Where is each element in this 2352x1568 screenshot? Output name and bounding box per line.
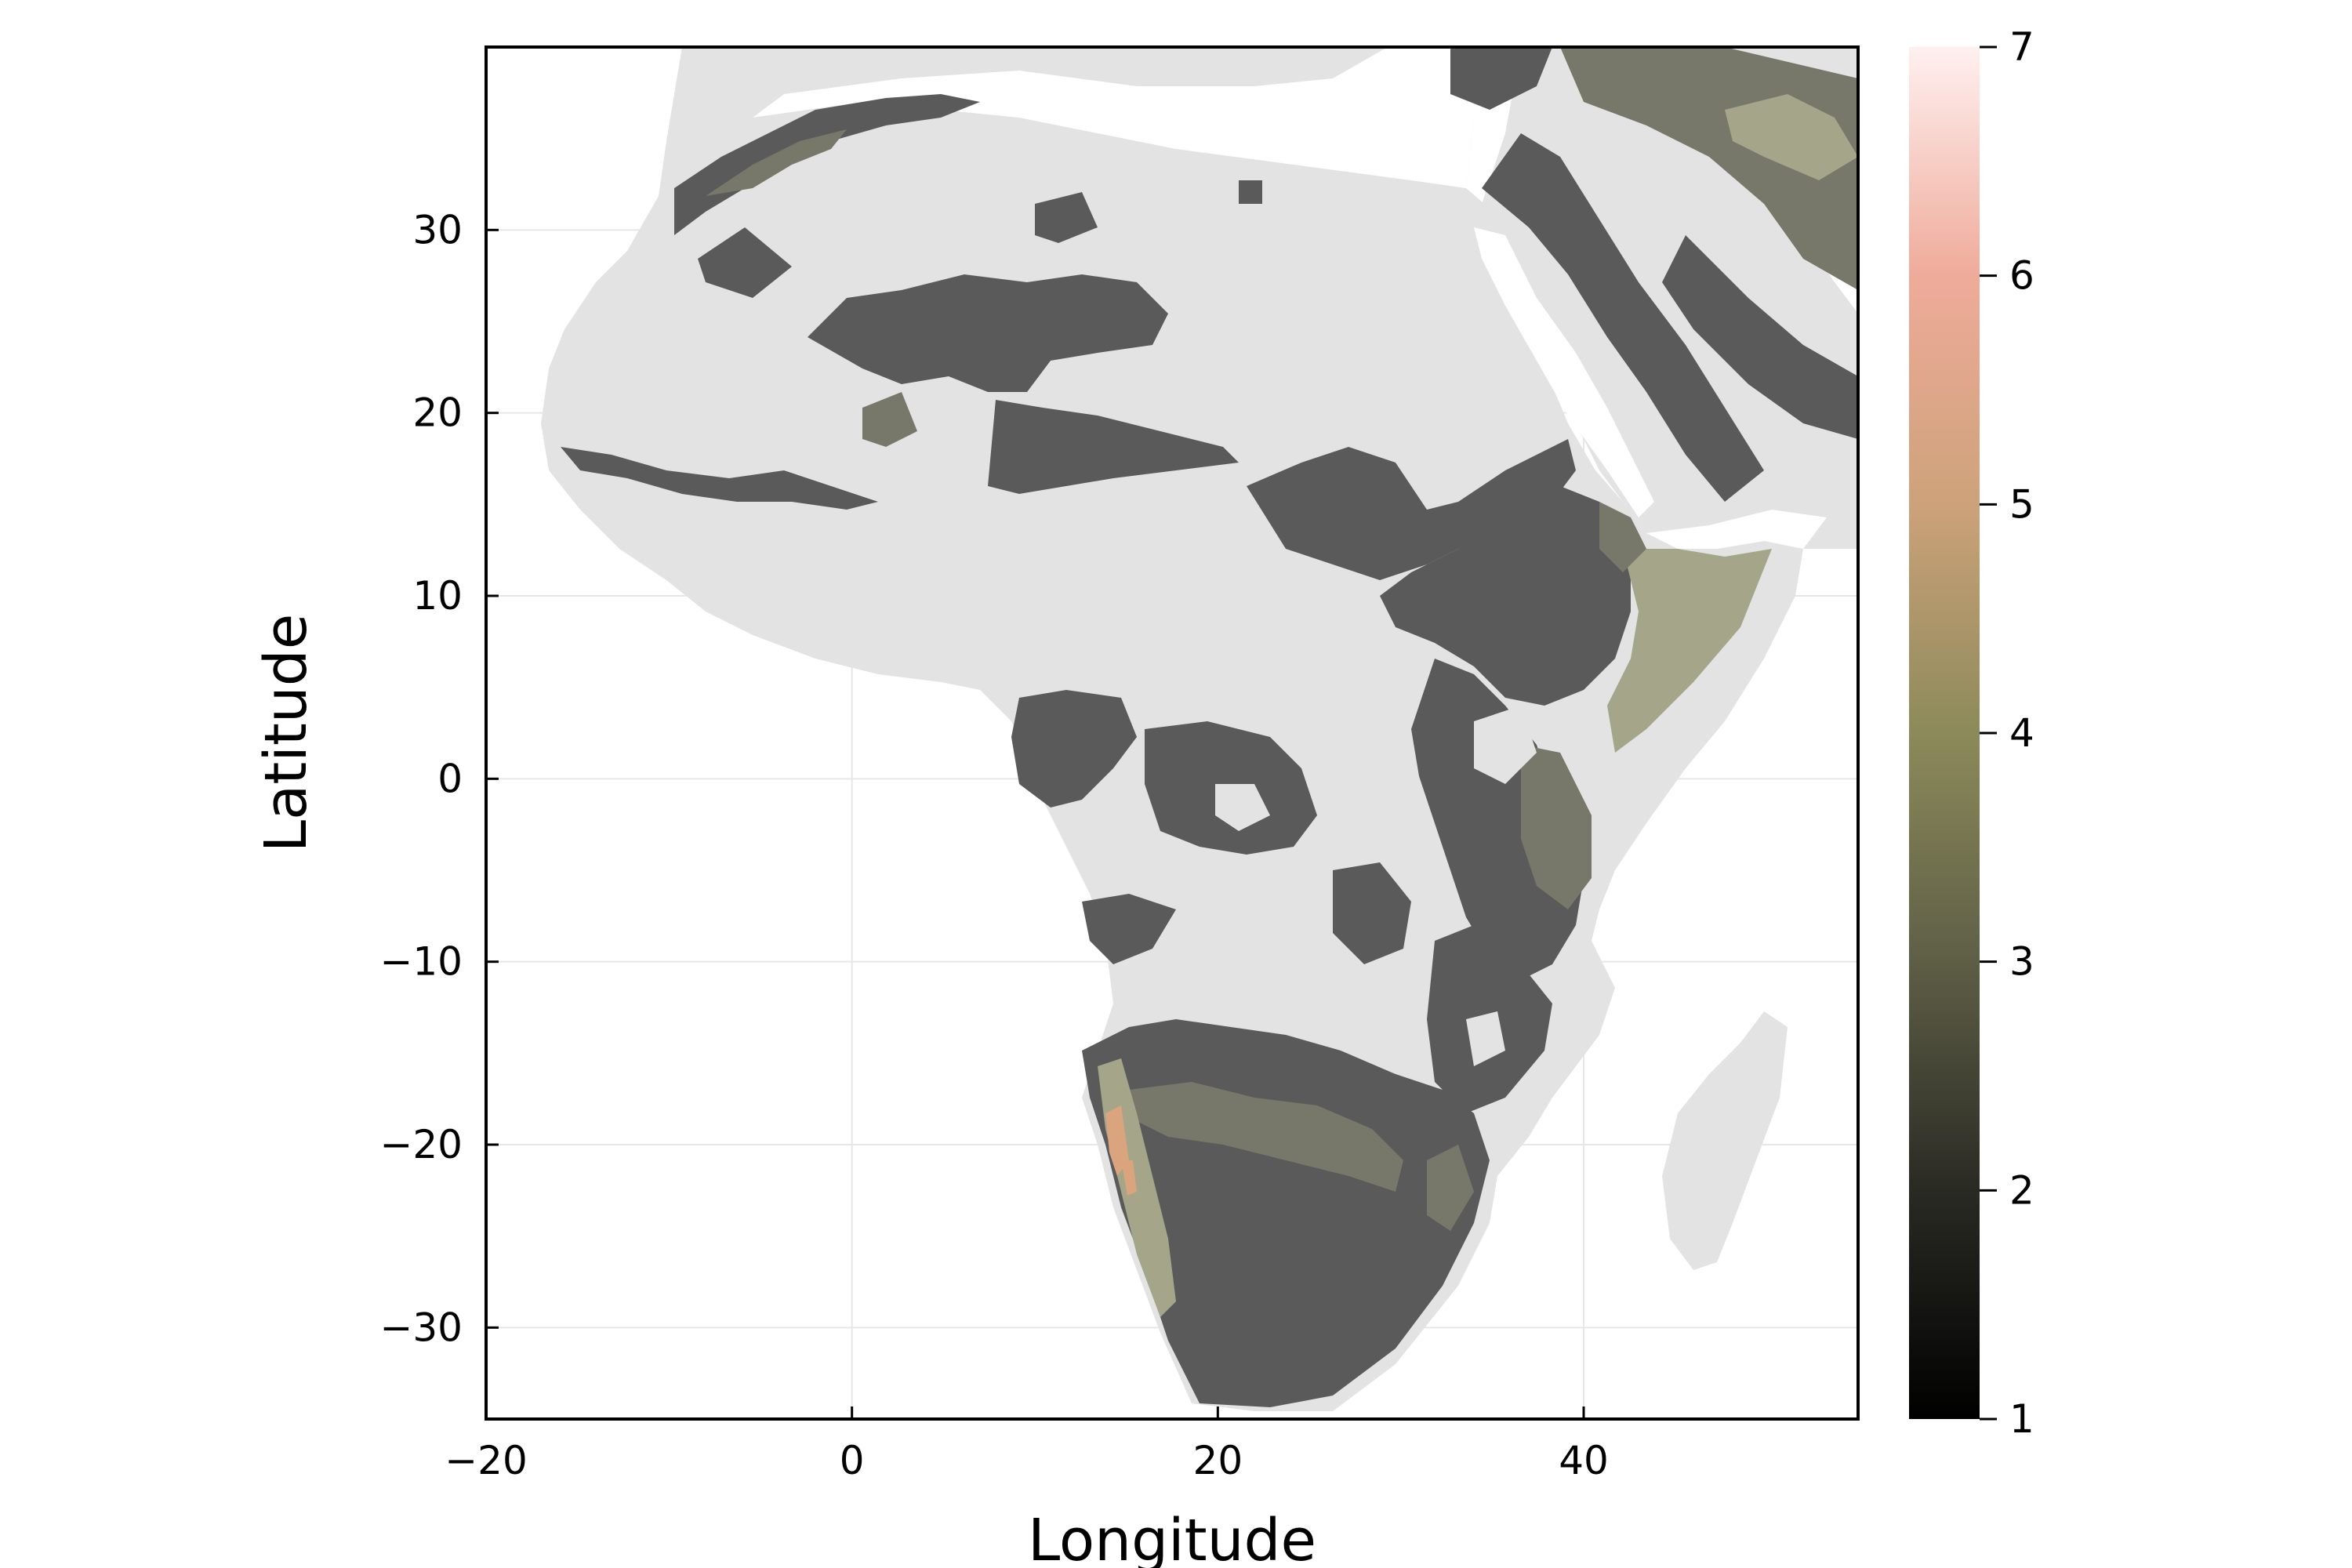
region-angola-coast [1082,894,1176,964]
mediterranean-sea [753,47,1521,188]
colorbar-tick-label: 3 [2009,939,2034,985]
colorbar-tick-label: 4 [2009,710,2034,756]
x-tick-label: 20 [1193,1438,1243,1483]
region-zambia [1333,862,1411,964]
region-algeria-patch [698,227,792,298]
region-somalia [1607,549,1772,753]
region-congo-hole [1215,784,1270,831]
region-sudan-band [1247,439,1576,580]
colorbar-gradient [1909,47,1980,1419]
region-arabia-south [1662,235,1858,439]
region-southern-mid [1129,1082,1403,1192]
y-tick-label: −20 [379,1122,463,1167]
map-layer [541,47,1858,1411]
region-levant [1450,47,1552,110]
region-sahel-strip [561,447,878,510]
colorbar-ticks: 1 2 3 4 5 6 7 [1980,24,2034,1442]
colorbar-tick-label: 7 [2009,24,2034,70]
region-tibesti [862,392,917,447]
region-cameroon [1011,690,1137,808]
plot-frame [485,45,1860,1421]
region-ethiopia [1380,486,1631,706]
region-sahara-band [988,400,1239,494]
region-horn-mid [1599,502,1646,572]
y-tick-label: 0 [437,756,463,801]
region-namibia-desert [1105,1105,1129,1176]
colorbar-tick-label: 5 [2009,481,2034,527]
colorbar-tick-label: 1 [2009,1396,2034,1442]
y-axis-title: Latitude [252,614,320,853]
region-libya-dot [1239,180,1262,204]
x-axis-ticks: −20 0 20 40 [445,1406,1609,1483]
x-axis-title: Longitude [1028,1507,1316,1568]
region-atlas [674,94,980,235]
y-tick-label: −30 [379,1305,463,1350]
y-tick-label: −10 [379,939,463,985]
region-atlas-light [706,129,847,196]
x-tick-label: 40 [1559,1438,1609,1483]
region-southern-east-light [1427,1145,1474,1231]
region-central-sahara [808,274,1168,392]
colorbar-tick-label: 6 [2009,253,2034,299]
y-tick-label: 20 [412,390,463,436]
y-axis-ticks: 30 20 10 0 −10 −20 −30 [379,207,499,1350]
red-sea [1474,227,1654,517]
x-tick-label: −20 [445,1438,528,1483]
value-regions [561,47,1858,1407]
y-tick-label: 30 [412,207,463,252]
region-east-hole [1474,706,1537,784]
x-tick-label: 0 [840,1438,865,1483]
region-namibia-desert-south [1121,1160,1137,1196]
region-east-africa [1411,659,1584,980]
y-tick-label: 10 [412,573,463,619]
region-hoggar [1035,192,1098,243]
gulf-of-aden [1646,510,1827,549]
colorbar-tick-label: 2 [2009,1167,2034,1213]
madagascar-landmass [1662,1011,1788,1270]
colorbar: 1 2 3 4 5 6 7 [1909,24,2034,1442]
region-arabia-band [1482,133,1764,502]
region-mozambique-hole [1466,1011,1505,1066]
region-kenya-light [1521,745,1592,909]
region-arabia-light [1725,94,1858,180]
